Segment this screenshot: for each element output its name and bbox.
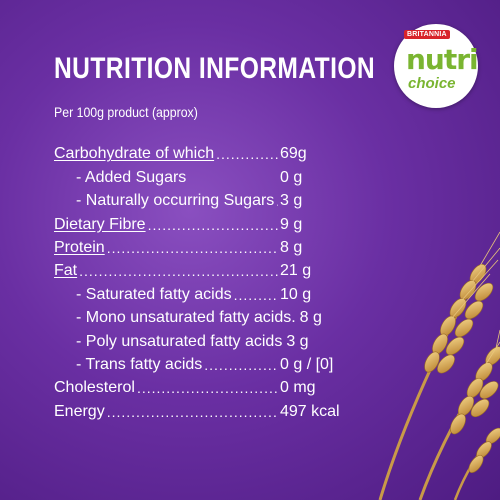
wheat-illustration [378,231,500,500]
nutrient-value: 0 mg [280,379,316,397]
nutrition-row-added-sugars: - Added Sugars 0 g [54,163,344,186]
nutrition-row-cholesterol: Cholesterol 0 mg [54,374,344,397]
nutrient-label: - Saturated fatty acids [76,285,232,303]
nutrient-value: 3 g [280,192,303,210]
nutrition-row-protein: Protein 8 g [54,234,344,257]
leader-dots [148,216,278,234]
nutrient-label: - Added Sugars [76,168,187,186]
leader-dots [234,286,278,304]
nutrient-label: Protein [54,238,105,256]
page-title: NUTRITION INFORMATION [54,52,376,85]
serving-basis: Per 100g product (approx) [54,104,198,120]
nutrient-value: 8 g [299,309,322,327]
leader-dots [107,239,278,257]
leader-dots [137,379,278,397]
nutrition-row-mono-unsaturated-fat: - Mono unsaturated fatty acids. 8 g [54,304,344,327]
nutrient-value: 497 kcal [280,402,340,420]
logo-name-line1: nutri [406,43,479,76]
nutrient-value: 0 g / [0] [280,355,334,373]
leader-dots [204,356,278,374]
nutrient-label: Fat [54,262,78,280]
nutrition-row-dietary-fibre: Dietary Fibre 9 g [54,210,344,233]
nutrient-label: Energy [54,402,105,420]
nutrient-value: 69g [280,145,307,163]
nutrition-row-fat: Fat 21 g [54,257,344,280]
logo-name-line2: choice [408,75,456,92]
nutrient-label: - Naturally occurring Sugars [76,192,275,210]
leader-dots [216,145,278,163]
nutrient-label: - Trans fatty acids [76,355,203,373]
nutrient-label: Dietary Fibre [54,215,146,233]
nutrition-row-saturated-fat: - Saturated fatty acids 10 g [54,280,344,303]
nutrition-row-natural-sugars: - Naturally occurring Sugars 3 g [54,187,344,210]
nutrition-row-poly-unsaturated-fat: - Poly unsaturated fatty acids 3 g [54,327,344,350]
nutrient-label: - Mono unsaturated fatty acids. [76,309,296,327]
nutrient-value: 3 g [286,332,309,350]
leader-dots [276,192,278,210]
nutrient-label: Cholesterol [54,379,135,397]
logo-brand-text: BRITANNIA [404,30,450,39]
leader-dots [107,403,278,421]
nutrient-label: Carbohydrate of which [54,145,215,163]
nutrient-value: 9 g [280,215,303,233]
nutrient-value: 0 g [280,168,303,186]
nutrition-row-carbohydrate: Carbohydrate of which 69g [54,140,344,163]
nutrient-value: 8 g [280,238,303,256]
nutrient-value: 10 g [280,285,312,303]
nutrition-row-energy: Energy 497 kcal [54,397,344,420]
nutrient-value: 21 g [280,262,312,280]
nutrient-label: - Poly unsaturated fatty acids [76,332,283,350]
nutrition-row-trans-fat: - Trans fatty acids 0 g / [0] [54,351,344,374]
brand-logo: BRITANNIA nutri choice [394,24,479,108]
nutrition-table: Carbohydrate of which 69g - Added Sugars… [54,140,344,421]
leader-dots [79,262,278,280]
